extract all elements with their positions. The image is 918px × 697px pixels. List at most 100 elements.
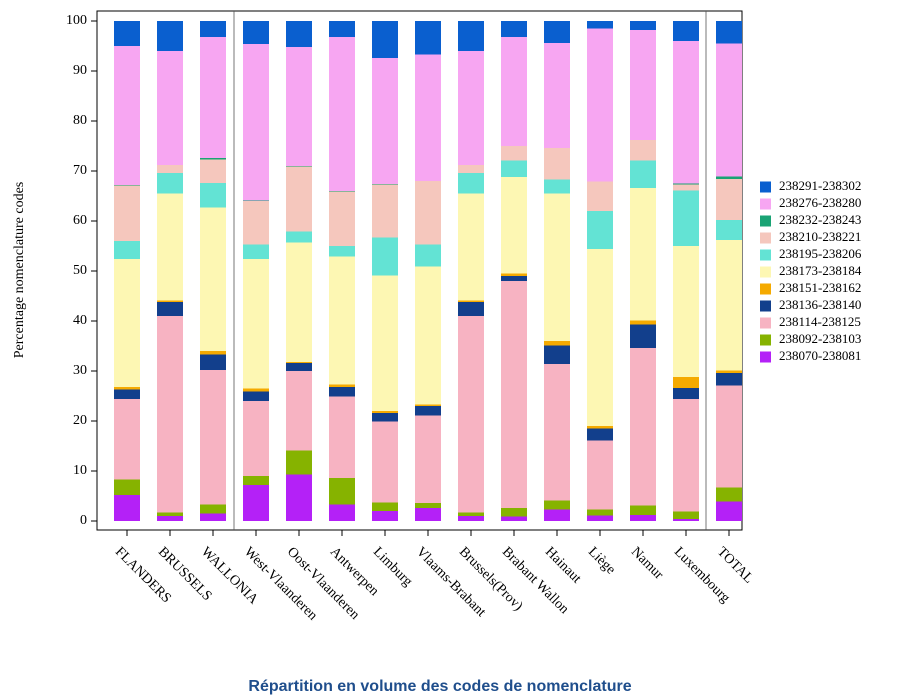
bar-segment [372,511,398,521]
legend-label: 238114-238125 [779,314,861,329]
bar-segment [458,512,484,516]
bar-segment [286,242,312,362]
bar-segment [716,240,742,371]
y-tick-label: 80 [73,113,87,128]
bar-segment [544,364,570,501]
bar-segment [458,21,484,51]
bar-segment [673,21,699,41]
bar-segment [157,173,183,194]
bar-segment [329,37,355,191]
bar-segment [630,515,656,521]
bar-segment [587,21,613,29]
bar-segment [329,478,355,505]
bar-segment [157,300,183,302]
bar-segment [716,43,742,177]
bar-segment [501,146,527,161]
bar-segment [716,501,742,521]
bar-segment [544,193,570,341]
bar-segment [329,504,355,521]
bar-segment [114,387,140,390]
bar-segment [200,513,226,521]
bar-segment [501,160,527,177]
bar-segment [157,302,183,316]
bar-segment [157,516,183,521]
bar-segment [114,399,140,480]
legend-label: 238070-238081 [779,348,861,363]
bar-segment [587,440,613,510]
bar-segment [372,411,398,413]
legend-swatch [760,266,771,278]
bar-segment [372,21,398,58]
bar-segment [114,185,140,186]
bar-segment [415,404,441,406]
bar-segment [630,140,656,161]
bar-segment [200,158,226,160]
bar-segment [544,179,570,194]
y-tick-label: 30 [73,363,87,378]
y-tick-label: 10 [73,463,87,478]
bar-segment [544,500,570,510]
bar-segment [458,300,484,302]
bar-segment [716,385,742,488]
bar-segment [501,516,527,521]
bar-segment [716,487,742,502]
bar-segment [501,281,527,508]
bar-segment [157,512,183,516]
bar-segment [630,160,656,188]
bar-segment [200,351,226,355]
x-tick-label: Namur [628,544,666,582]
bar-segment [630,324,656,348]
y-tick-label: 100 [66,13,87,28]
bar-segment [458,193,484,301]
bar-segment [329,191,355,192]
bar-segment [544,345,570,364]
bar-segment [329,384,355,387]
bar-segment [458,51,484,165]
bar-segment [114,46,140,185]
bar-segment [716,220,742,240]
legend-label: 238195-238206 [779,246,862,261]
bar-segment [415,181,441,245]
bar-segment [673,388,699,399]
bar-segment [673,183,699,185]
bar-segment [200,370,226,505]
bar-segment [630,348,656,506]
bar-segment [415,503,441,508]
bar-segment [673,399,699,512]
bar-segment [157,316,183,513]
y-tick-label: 40 [73,313,87,328]
bar-segment [243,485,269,521]
y-tick-label: 60 [73,213,87,228]
bar-segment [200,504,226,514]
x-tick-label: TOTAL [714,544,756,586]
bar-segment [243,44,269,201]
bar-segment [673,377,699,388]
bar-segment [673,184,699,191]
bar-segment [329,21,355,37]
bar-segment [587,426,613,429]
bar-segment [200,183,226,208]
bar-segment [286,166,312,167]
y-tick-label: 0 [80,513,87,528]
bar-segment [630,188,656,321]
bar-segment [243,200,269,201]
bar-segment [114,21,140,46]
bar-segment [286,474,312,521]
bar-segment [286,21,312,47]
bar-segment [157,165,183,173]
bar-segment [716,179,742,220]
bar-segment [630,21,656,30]
bar-segment [716,370,742,373]
bar-segment [372,58,398,184]
bar-segment [372,237,398,276]
legend-swatch [760,249,771,261]
bar-segment [243,21,269,44]
bar-segment [415,21,441,55]
bar-segment [415,54,441,181]
bar-segment [415,244,441,267]
bar-segment [415,406,441,416]
bar-segment [114,185,140,241]
bar-segment [630,30,656,140]
bar-segment [544,341,570,346]
legend-label: 238276-238280 [779,195,861,210]
